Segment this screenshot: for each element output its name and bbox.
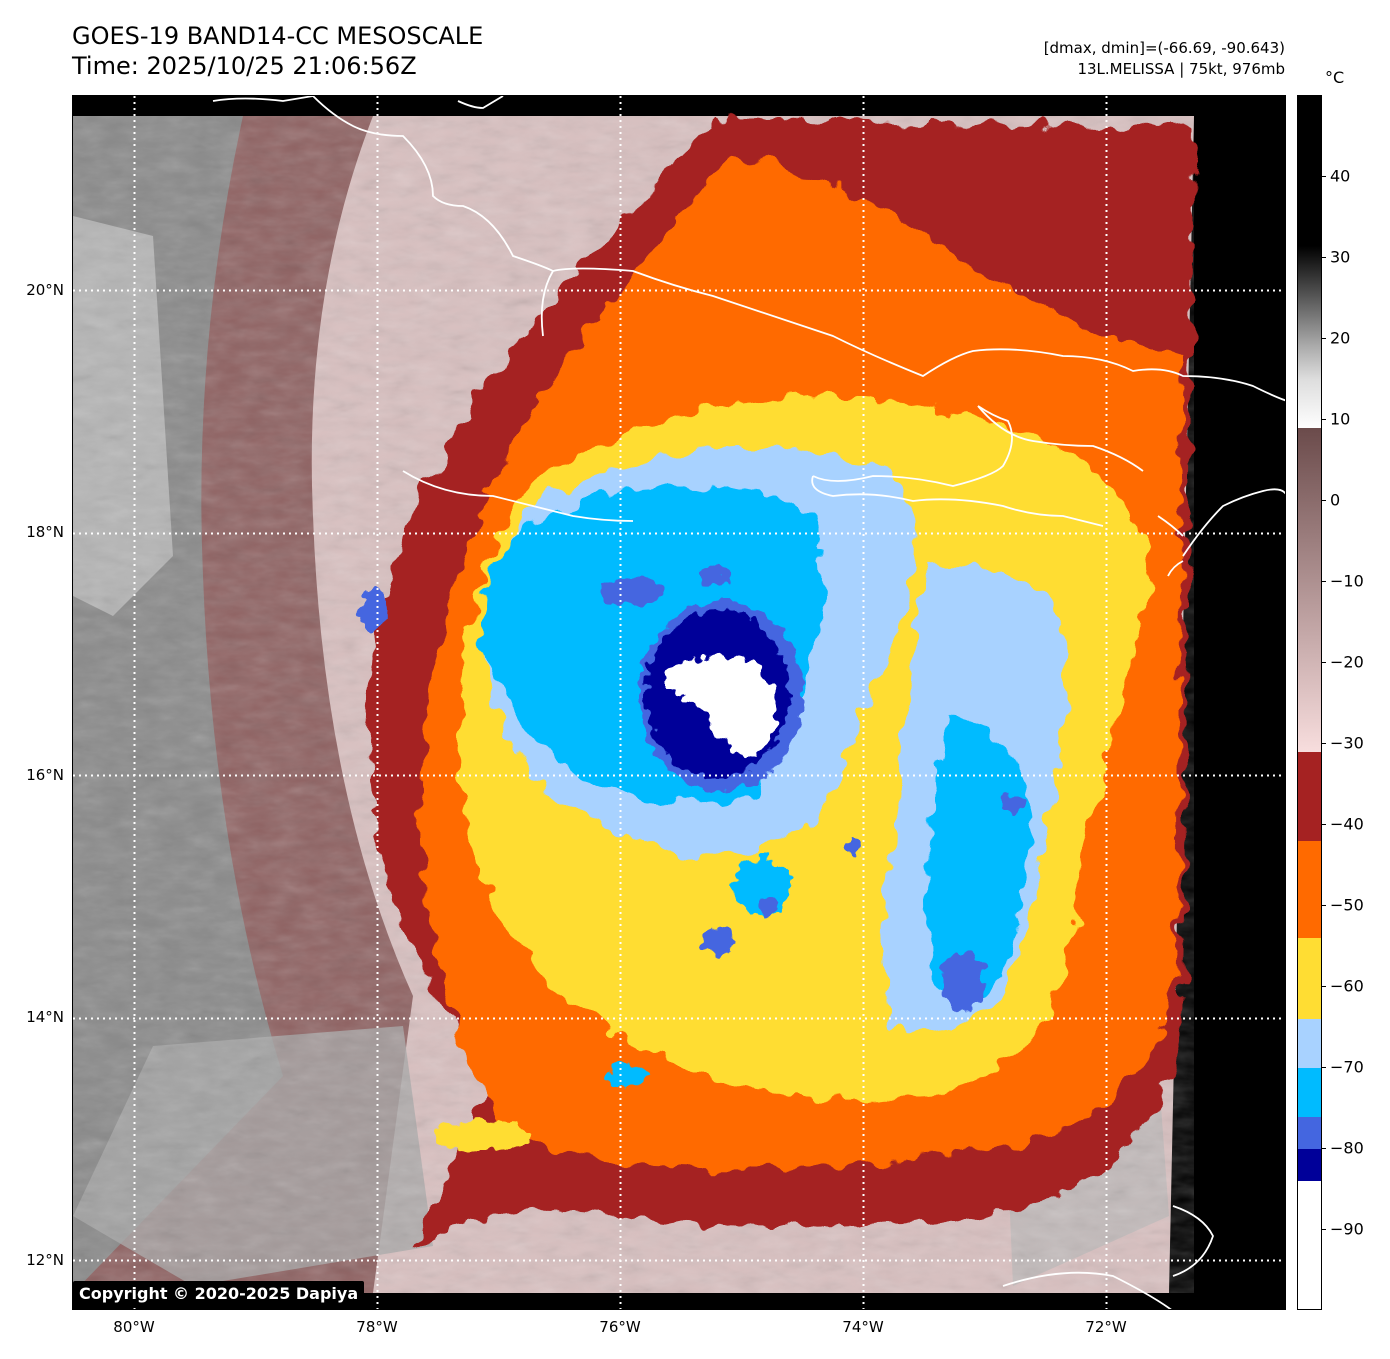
colorbar-tick xyxy=(1322,257,1326,258)
small-convective-cells xyxy=(359,566,1023,1152)
lon-tick-label: 72°W xyxy=(1085,1318,1127,1336)
infrared-imagery xyxy=(73,96,1285,1309)
colorbar-tick-label: −50 xyxy=(1330,895,1364,915)
colorbar-tick-label: −60 xyxy=(1330,976,1364,996)
colorbar-tick xyxy=(1322,1229,1326,1230)
colorbar-tick xyxy=(1322,581,1326,582)
colorbar-tick-label: 30 xyxy=(1330,247,1351,267)
satellite-map xyxy=(72,95,1286,1310)
colorbar-segment xyxy=(1298,428,1321,753)
lat-tick-label: 14°N xyxy=(26,1008,64,1026)
colorbar-tick xyxy=(1322,419,1326,420)
colorbar-segment xyxy=(1298,1149,1321,1182)
graticule xyxy=(73,96,1285,1309)
colorbar-segment xyxy=(1298,841,1321,939)
plot-title: GOES-19 BAND14-CC MESOSCALE xyxy=(72,22,484,50)
colorbar-segment xyxy=(1298,1068,1321,1118)
colorbar-segment xyxy=(1298,96,1321,429)
colorbar-tick xyxy=(1322,986,1326,987)
hurricane-eye xyxy=(639,600,803,792)
colorbar-tick xyxy=(1322,905,1326,906)
lat-tick-label: 12°N xyxy=(26,1251,64,1269)
colorbar xyxy=(1297,95,1322,1310)
colorbar-tick-label: −10 xyxy=(1330,571,1364,591)
colorbar-tick-label: −70 xyxy=(1330,1057,1364,1077)
storm-info: 13L.MELISSA | 75kt, 976mb xyxy=(1077,60,1285,78)
colorbar-segment xyxy=(1298,752,1321,842)
lat-tick-label: 16°N xyxy=(26,766,64,784)
colorbar-tick-label: −30 xyxy=(1330,733,1364,753)
lat-tick-label: 18°N xyxy=(26,523,64,541)
colorbar-tick-label: 0 xyxy=(1330,490,1341,510)
copyright-label: Copyright © 2020-2025 Dapiya xyxy=(73,1281,365,1307)
colorbar-tick xyxy=(1322,824,1326,825)
colorbar-tick xyxy=(1322,500,1326,501)
temperature-range-info: [dmax, dmin]=(-66.69, -90.643) xyxy=(1043,39,1285,57)
colorbar-tick-label: 40 xyxy=(1330,166,1351,186)
colorbar-unit: °C xyxy=(1325,68,1345,87)
colorbar-segment xyxy=(1298,938,1321,1020)
colorbar-tick-label: −90 xyxy=(1330,1219,1364,1239)
colorbar-tick-label: 10 xyxy=(1330,409,1351,429)
lat-tick-label: 20°N xyxy=(26,281,64,299)
lon-tick-label: 76°W xyxy=(599,1318,641,1336)
lon-tick-label: 80°W xyxy=(113,1318,155,1336)
colorbar-tick xyxy=(1322,1067,1326,1068)
lon-tick-label: 78°W xyxy=(356,1318,398,1336)
colorbar-segment xyxy=(1298,1019,1321,1069)
colorbar-tick xyxy=(1322,743,1326,744)
colorbar-tick-label: −40 xyxy=(1330,814,1364,834)
colorbar-segment xyxy=(1298,1181,1321,1309)
colorbar-tick xyxy=(1322,338,1326,339)
timestamp-title: Time: 2025/10/25 21:06:56Z xyxy=(72,52,417,80)
colorbar-tick xyxy=(1322,662,1326,663)
colorbar-tick-label: 20 xyxy=(1330,328,1351,348)
colorbar-tick-label: −80 xyxy=(1330,1138,1364,1158)
coastlines xyxy=(212,96,1285,1309)
colorbar-segment xyxy=(1298,1116,1321,1150)
colorbar-tick-label: −20 xyxy=(1330,652,1364,672)
lon-tick-label: 74°W xyxy=(842,1318,884,1336)
colorbar-tick xyxy=(1322,176,1326,177)
colorbar-tick xyxy=(1322,1148,1326,1149)
